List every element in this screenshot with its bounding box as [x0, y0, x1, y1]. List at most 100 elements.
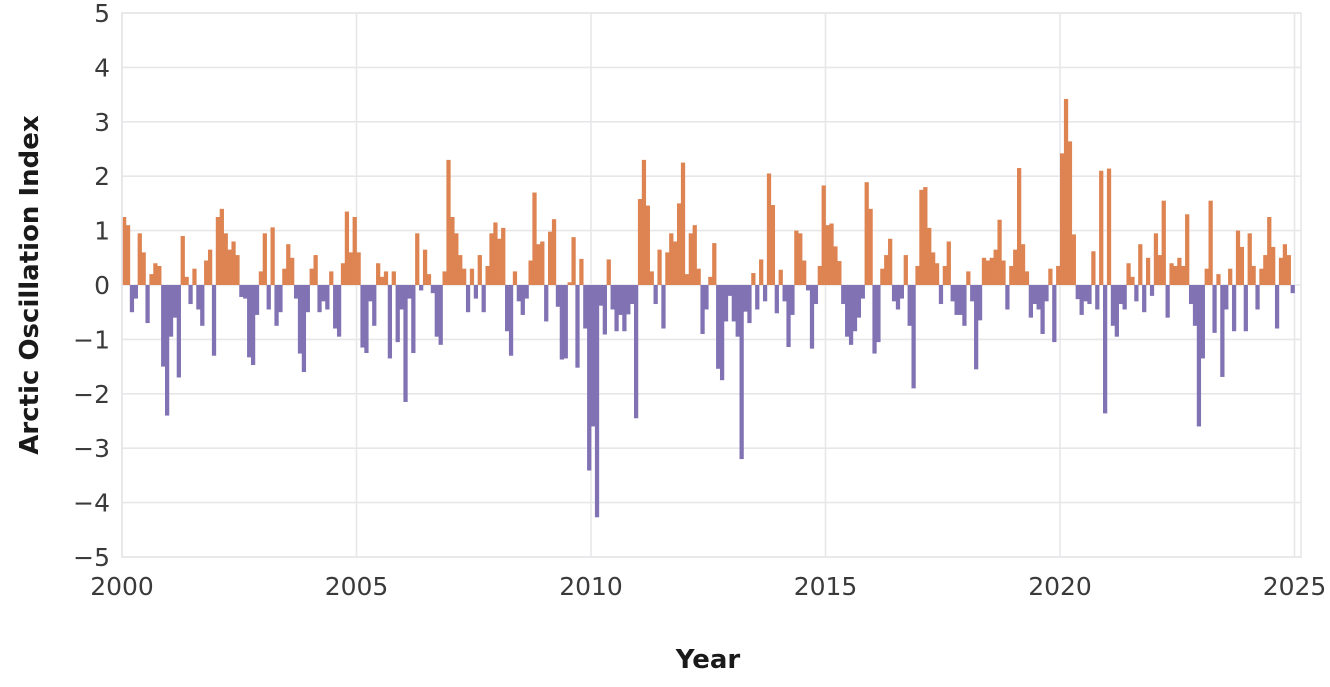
bar: [1005, 285, 1010, 310]
bar: [176, 285, 181, 378]
bar: [813, 285, 819, 305]
bar: [1024, 271, 1030, 285]
bar: [1063, 98, 1069, 286]
bar: [508, 285, 514, 356]
bar: [215, 217, 221, 285]
bar: [161, 285, 166, 367]
bar: [1060, 153, 1065, 285]
bar: [888, 238, 893, 285]
bar: [1212, 285, 1217, 333]
bar: [262, 233, 267, 285]
bar: [528, 260, 533, 285]
bar: [1126, 263, 1131, 285]
bar: [770, 205, 776, 285]
bar: [688, 233, 693, 285]
bar: [254, 285, 260, 315]
bar: [1255, 285, 1260, 310]
bar: [258, 271, 264, 285]
bar: [587, 285, 592, 471]
x-axis-tick-labels: 2000 2005 2010 2015 2020 2025: [90, 572, 1326, 601]
bar: [1138, 244, 1143, 285]
bar: [1173, 265, 1178, 285]
bar: [352, 217, 357, 285]
bar: [372, 285, 377, 326]
bar: [137, 233, 142, 285]
bar: [891, 285, 897, 302]
bar: [188, 285, 193, 305]
bar: [485, 265, 490, 285]
bar: [211, 285, 217, 356]
bar: [422, 249, 428, 285]
bar: [1286, 255, 1291, 285]
y-tick-label: 2: [94, 162, 110, 191]
bar: [802, 260, 807, 285]
bar: [141, 252, 146, 285]
bar: [391, 271, 396, 285]
bar: [505, 285, 510, 332]
bar: [630, 285, 635, 305]
bar: [243, 285, 248, 299]
bar: [833, 246, 838, 285]
bar: [692, 225, 697, 285]
bar: [411, 285, 416, 353]
bar: [962, 285, 967, 326]
bar: [153, 263, 158, 285]
bar: [301, 285, 307, 373]
bar: [614, 285, 619, 332]
bar: [1259, 268, 1264, 285]
bar: [122, 217, 127, 285]
bar: [970, 285, 975, 302]
plot-frame: [121, 12, 1302, 558]
bar: [399, 285, 404, 310]
bar: [848, 285, 854, 345]
y-tick-label: 0: [94, 271, 110, 300]
bar: [227, 249, 232, 285]
bar: [708, 276, 713, 285]
bar: [430, 285, 436, 294]
bar: [1231, 285, 1237, 332]
x-tick-label: 2000: [90, 572, 154, 601]
bar: [180, 236, 185, 285]
bar: [841, 285, 846, 305]
bar: [723, 285, 729, 322]
bar: [1274, 285, 1280, 329]
bar: [727, 285, 733, 296]
bar: [782, 285, 787, 302]
bar: [348, 252, 353, 285]
bar: [309, 268, 314, 285]
bar: [403, 285, 408, 402]
bar: [790, 285, 795, 315]
bar: [1110, 285, 1116, 326]
bar: [1263, 255, 1268, 285]
bar: [661, 285, 666, 329]
bar: [1165, 285, 1170, 318]
bar: [950, 285, 955, 302]
bar: [1087, 285, 1092, 305]
x-tick-label: 2010: [559, 572, 623, 601]
bar: [364, 285, 369, 353]
bar: [1149, 285, 1155, 296]
bar: [219, 208, 224, 285]
bar: [618, 285, 623, 315]
bar: [559, 285, 564, 360]
bar: [1099, 170, 1104, 285]
bar: [602, 285, 607, 335]
bar: [520, 285, 525, 315]
bar: [993, 249, 998, 285]
bar: [1181, 265, 1186, 285]
y-tick-label: 1: [94, 217, 110, 246]
bar: [1243, 285, 1248, 332]
bar: [1102, 285, 1108, 414]
bar: [755, 285, 760, 310]
bar: [579, 258, 584, 285]
bar: [1235, 230, 1241, 285]
bar: [845, 285, 850, 337]
x-axis-title: Year: [675, 645, 741, 675]
bar: [172, 285, 178, 318]
bar: [282, 268, 287, 285]
bar: [934, 263, 940, 285]
bar: [817, 265, 822, 285]
bar: [637, 199, 643, 285]
bar: [927, 227, 932, 285]
bar: [1017, 168, 1022, 285]
